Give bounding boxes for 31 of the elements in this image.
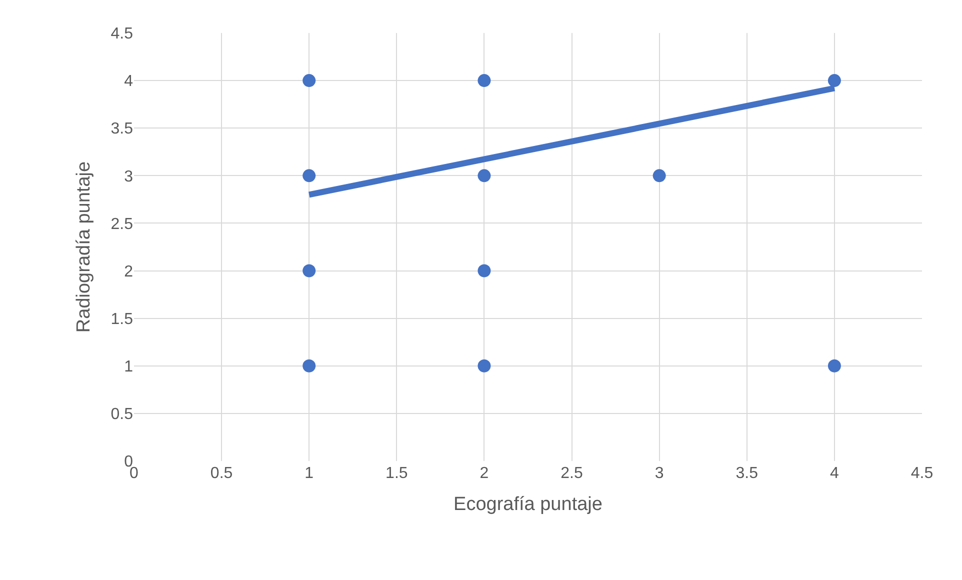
x-tick-label: 4 — [830, 465, 839, 482]
point — [302, 264, 316, 278]
point — [652, 169, 666, 182]
y-tick-label: 4 — [124, 73, 134, 90]
x-tick-label: 1 — [304, 465, 314, 482]
point — [478, 74, 491, 88]
x-tick-label: 4.5 — [910, 465, 934, 482]
point — [828, 359, 841, 372]
x-tick-label: 1.5 — [386, 465, 408, 482]
point — [302, 74, 316, 88]
x-tick-label: 0.5 — [210, 465, 233, 482]
x-tick-label: 3.5 — [736, 465, 758, 482]
y-tick-label: 2.5 — [110, 216, 134, 233]
y-tick-label: 3 — [124, 168, 134, 186]
y-tick-label: 3.5 — [110, 120, 134, 138]
x-axis-title: Ecografía puntaje — [454, 494, 602, 515]
point — [478, 169, 491, 182]
y-tick-label: 1.5 — [110, 310, 134, 328]
point — [302, 359, 316, 372]
point — [302, 169, 316, 182]
y-tick-label: 1 — [124, 358, 134, 376]
point — [828, 74, 841, 88]
y-axis-title: Radiogradía puntaje — [74, 161, 95, 333]
x-tick-label: 2 — [480, 465, 489, 482]
point — [478, 264, 491, 278]
point — [478, 359, 491, 372]
y-tick-label: 0.5 — [110, 406, 134, 424]
x-tick-label: 2.5 — [560, 465, 583, 482]
y-tick-label: 2 — [124, 263, 134, 280]
y-tick-label: 4.5 — [110, 26, 134, 43]
x-tick-label: 3 — [654, 465, 664, 482]
